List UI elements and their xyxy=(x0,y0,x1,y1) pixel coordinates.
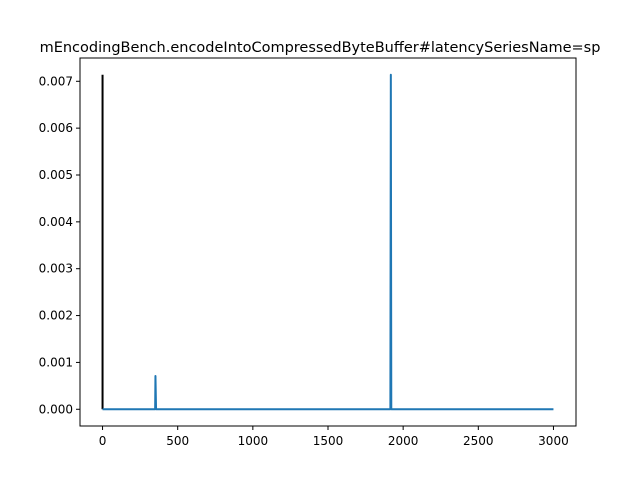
plot-frame xyxy=(79,57,577,427)
x-tick-label: 1000 xyxy=(238,434,269,448)
y-tick-label: 0.005 xyxy=(39,168,73,182)
series-layer xyxy=(101,73,554,411)
x-tick-label: 3000 xyxy=(538,434,569,448)
x-tick-label: 1500 xyxy=(313,434,344,448)
y-tick-label: 0.001 xyxy=(39,355,73,369)
x-tick-label: 0 xyxy=(99,434,107,448)
y-tick-label: 0.006 xyxy=(39,121,73,135)
chart-title: mEncodingBench.encodeIntoCompressedByteB… xyxy=(40,40,601,56)
x-axis: 0 500 1000 1500 2000 2500 3000 xyxy=(99,426,569,448)
x-tick-label: 500 xyxy=(166,434,189,448)
x-tick-label: 2000 xyxy=(388,434,419,448)
y-tick-label: 0.004 xyxy=(39,215,73,229)
y-tick-label: 0.007 xyxy=(39,74,73,88)
y-tick-label: 0.000 xyxy=(39,402,73,416)
y-tick-label: 0.003 xyxy=(39,262,73,276)
y-tick-label: 0.002 xyxy=(39,309,73,323)
y-axis: 0.000 0.001 0.002 0.003 0.004 0.005 0.006 0.007 xyxy=(39,74,80,416)
series-line-2 xyxy=(102,73,554,411)
x-tick-label: 2500 xyxy=(463,434,494,448)
